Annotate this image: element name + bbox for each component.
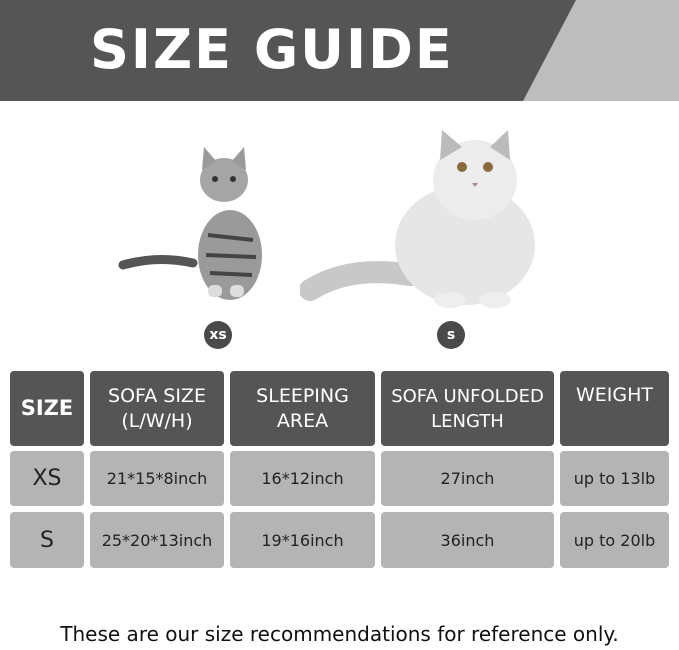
size-badge-s: s (437, 321, 465, 349)
banner-dark-panel (0, 0, 576, 101)
header-size: SIZE (10, 371, 84, 446)
row-s-unfolded-length: 36inch (381, 512, 554, 568)
persian-cat-image (300, 130, 535, 308)
header-unfolded-length: SOFA UNFOLDED LENGTH (381, 371, 554, 446)
row-xs-sleeping-area: 16*12inch (230, 451, 375, 506)
row-xs-unfolded-length: 27inch (381, 451, 554, 506)
page-title: SIZE GUIDE (90, 18, 454, 81)
row-xs-weight: up to 13lb (560, 451, 669, 506)
row-xs-size: XS (10, 451, 84, 506)
header-sofa-size: SOFA SIZE (L/W/H) (90, 371, 224, 446)
row-s-size: S (10, 512, 84, 568)
banner: SIZE GUIDE (0, 0, 679, 101)
header-sleeping-area: SLEEPING AREA (230, 371, 375, 446)
row-s-sofa-size: 25*20*13inch (90, 512, 224, 568)
row-xs-sofa-size: 21*15*8inch (90, 451, 224, 506)
row-s-sleeping-area: 19*16inch (230, 512, 375, 568)
row-s-weight: up to 20lb (560, 512, 669, 568)
header-weight: WEIGHT (560, 371, 669, 446)
footer-note: These are our size recommendations for r… (60, 622, 619, 646)
tabby-cat-image (118, 147, 262, 300)
size-badge-xs: xs (204, 321, 232, 349)
